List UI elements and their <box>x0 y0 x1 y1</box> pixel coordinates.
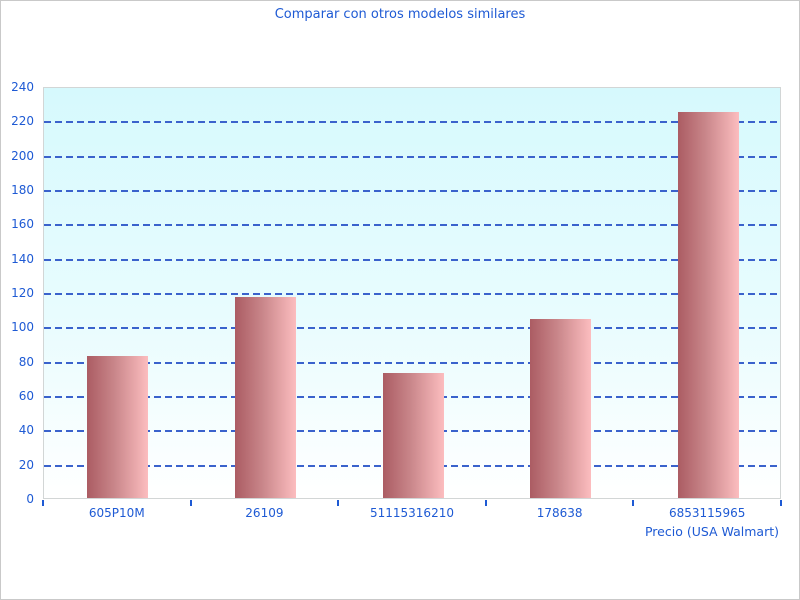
x-axis-tick <box>632 500 635 506</box>
y-tick-label-220: 220 <box>11 114 34 129</box>
y-tick-label-200: 200 <box>11 148 34 163</box>
y-tick-label-20: 20 <box>18 457 34 472</box>
gridline-y-100 <box>44 327 780 330</box>
x-tick-label-6853115965: 6853115965 <box>669 506 746 520</box>
bar-26109 <box>234 297 296 498</box>
y-tick-label-240: 240 <box>11 80 34 94</box>
gridline-y-140 <box>44 258 780 261</box>
y-tick-label-140: 140 <box>11 251 34 266</box>
x-axis-tick <box>780 500 782 506</box>
bar-6853115965 <box>677 111 739 498</box>
bar-605P10M <box>87 355 149 498</box>
gridline-y-160 <box>44 224 780 227</box>
y-tick-label-80: 80 <box>18 354 34 369</box>
y-tick-label-40: 40 <box>18 423 34 438</box>
y-tick-label-120: 120 <box>11 286 34 300</box>
x-tick-label-51115316210: 51115316210 <box>369 506 454 520</box>
chart-title: Comparar con otros modelos similares <box>274 7 526 22</box>
x-tick-label-26109: 26109 <box>245 506 284 520</box>
x-axis-tick <box>484 500 487 506</box>
x-axis-tick <box>189 500 192 506</box>
gridline-y-120 <box>44 293 780 295</box>
y-tick-label-180: 180 <box>11 183 34 197</box>
plot-area <box>43 87 781 499</box>
bar-178638 <box>530 319 592 498</box>
gridline-y-220 <box>44 121 780 124</box>
gridline-y-80 <box>44 361 780 364</box>
x-tick-label-605P10M: 605P10M <box>88 506 145 520</box>
gridline-y-180 <box>44 190 780 192</box>
y-tick-label-160: 160 <box>11 217 34 232</box>
y-tick-label-60: 60 <box>18 389 34 403</box>
bar-51115316210 <box>382 372 444 498</box>
y-tick-label-100: 100 <box>11 320 34 335</box>
x-axis-tick <box>42 500 44 506</box>
x-axis-label: Precio (USA Walmart) <box>644 524 779 539</box>
x-axis-tick <box>337 500 340 506</box>
y-tick-label-0: 0 <box>26 492 34 506</box>
gridline-y-200 <box>44 155 780 158</box>
x-tick-label-178638: 178638 <box>536 506 583 520</box>
